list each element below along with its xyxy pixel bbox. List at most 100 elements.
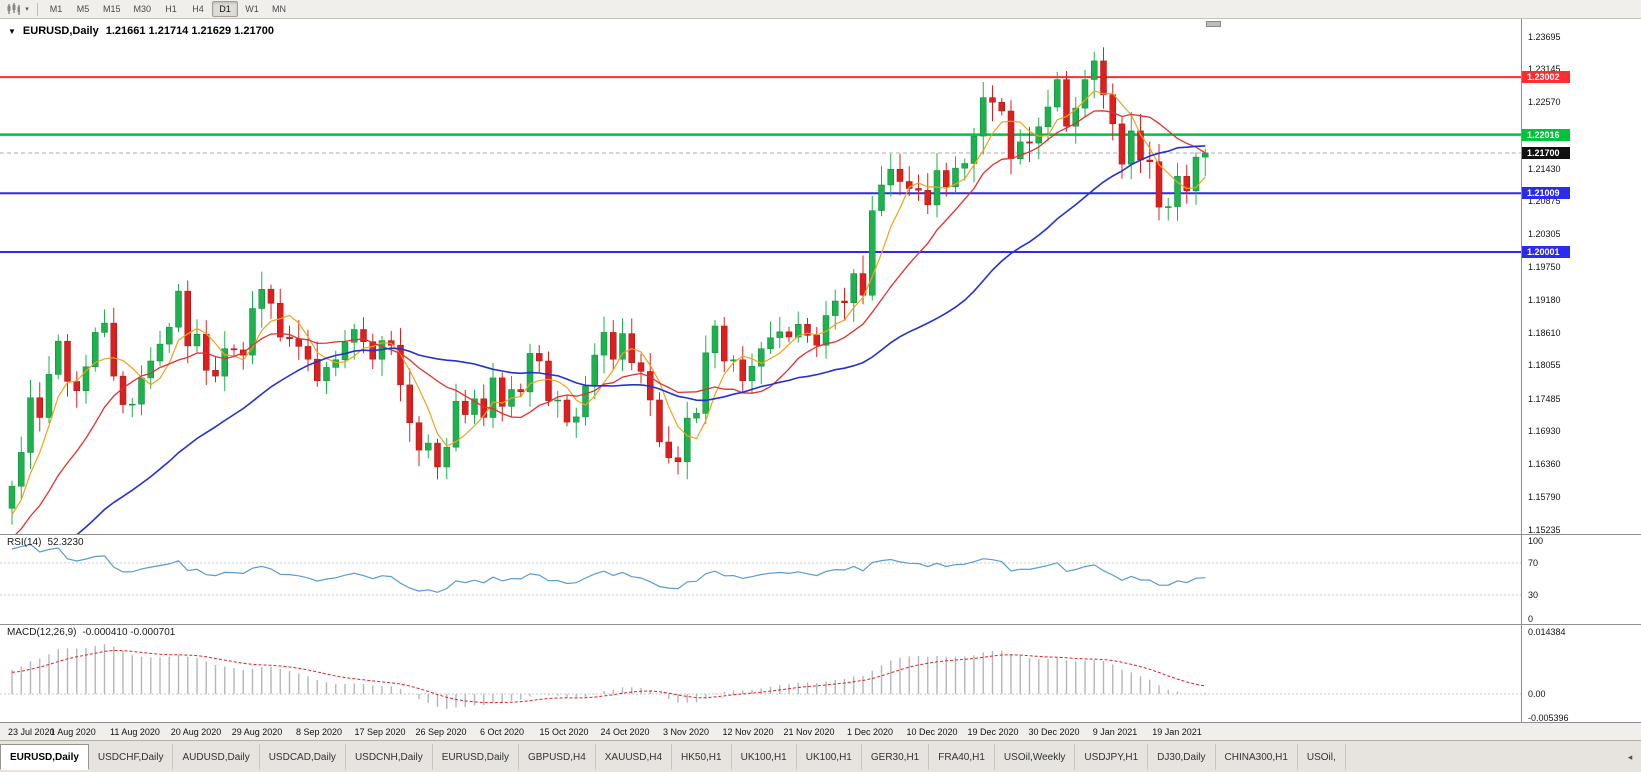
timeframe-button-m5[interactable]: M5 — [76, 4, 90, 14]
time-axis-label: 21 Nov 2020 — [783, 727, 835, 737]
timeframe-button-h1[interactable]: H1 — [165, 4, 177, 14]
timeframe-button-d1[interactable]: D1 — [212, 1, 239, 17]
chart-shift-marker[interactable] — [1206, 21, 1221, 27]
time-axis-label: 1 Aug 2020 — [50, 727, 96, 737]
time-axis-label: 24 Oct 2020 — [600, 727, 650, 737]
time-axis-label: 15 Oct 2020 — [539, 727, 589, 737]
symbol-dropdown-icon[interactable]: ▼ — [8, 26, 16, 36]
price-axis[interactable]: 1.23695 1.23145 1.22570 1.21430 1.20875 1.203… — [1521, 0, 1641, 740]
time-axis-label: 19 Dec 2020 — [967, 727, 1019, 737]
price-axis-label: 1.21430 — [1528, 164, 1561, 174]
timeframe-buttons-group: M1 M5 M15 M30 H1 H4 D1 W1 MN — [43, 1, 292, 17]
rsi-label: RSI(14) 52.3230 — [7, 537, 84, 548]
price-axis-label: 1.23145 — [1528, 64, 1561, 74]
time-axis-label: 12 Nov 2020 — [722, 727, 774, 737]
chart-tab-usdchf-daily[interactable]: USDCHF,Daily — [89, 744, 174, 770]
rsi-axis-label: 30 — [1528, 590, 1539, 600]
macd-indicator-pane[interactable] — [0, 624, 1521, 722]
chart-tab-usdcad-daily[interactable]: USDCAD,Daily — [260, 744, 346, 770]
chart-tabs-bar: EURUSD,Daily USDCHF,Daily AUDUSD,Daily USDC… — [0, 740, 1641, 772]
time-axis-label: 19 Jan 2021 — [1152, 727, 1202, 737]
price-axis-label: 1.16930 — [1528, 426, 1561, 436]
chart-type-dropdown-icon[interactable]: ▾ — [25, 6, 29, 13]
chart-ohlc-values: 1.21661 1.21714 1.21629 1.21700 — [105, 25, 274, 37]
price-axis-label: 1.19750 — [1528, 262, 1561, 272]
timeframe-button-h4[interactable]: H4 — [192, 4, 204, 14]
rsi-line — [11, 543, 1206, 593]
main-candlestick-chart[interactable] — [0, 19, 1521, 534]
macd-signal-line — [11, 649, 1206, 704]
price-badge: 1.21009 — [1522, 187, 1570, 199]
chart-tab-dj30-daily[interactable]: DJ30,Daily — [1148, 744, 1216, 770]
price-axis-label: 1.19180 — [1528, 295, 1561, 305]
timeframe-button-m30[interactable]: M30 — [133, 4, 152, 14]
macd-label: MACD(12,26,9) -0.000410 -0.000701 — [7, 627, 175, 638]
moving-average-line-34 — [76, 145, 1206, 534]
tab-scroll-left-icon[interactable]: ◂ — [1627, 751, 1633, 762]
price-badge: 1.23002 — [1522, 71, 1570, 83]
chart-tab-xauusd-h4[interactable]: XAUUSD,H4 — [596, 744, 673, 770]
time-axis-label: 29 Aug 2020 — [231, 727, 283, 737]
time-axis-label: 30 Dec 2020 — [1028, 727, 1080, 737]
price-axis-label: 1.23695 — [1528, 32, 1561, 42]
chart-tab-usoil[interactable]: USOil, — [1298, 744, 1346, 770]
pane-separator[interactable] — [0, 624, 1641, 625]
price-axis-label: 1.18610 — [1528, 328, 1561, 338]
macd-axis-label: 0.00 — [1528, 689, 1546, 699]
candlestick-chart-icon[interactable] — [4, 2, 22, 17]
rsi-indicator-pane[interactable] — [0, 534, 1521, 624]
chart-tab-china300-h1[interactable]: CHINA300,H1 — [1216, 744, 1298, 770]
price-badge: 1.20001 — [1522, 246, 1570, 258]
price-axis-label: 1.16360 — [1528, 459, 1561, 469]
time-axis[interactable]: 23 Jul 2020 1 Aug 2020 11 Aug 2020 20 Aug 2… — [0, 722, 1641, 740]
time-axis-label: 11 Aug 2020 — [110, 727, 160, 737]
chart-tab-hk50-h1[interactable]: HK50,H1 — [672, 744, 732, 770]
timeframe-button-w1[interactable]: W1 — [245, 4, 259, 14]
time-axis-label: 26 Sep 2020 — [415, 727, 467, 737]
price-axis-label: 1.18055 — [1528, 360, 1561, 370]
macd-value: -0.000410 -0.000701 — [82, 627, 176, 638]
pane-separator[interactable] — [0, 534, 1641, 535]
time-axis-label: 1 Dec 2020 — [846, 727, 894, 737]
rsi-name: RSI(14) — [7, 537, 42, 548]
timeframe-button-m1[interactable]: M1 — [49, 4, 63, 14]
macd-histogram — [11, 644, 1206, 709]
timeframe-button-m15[interactable]: M15 — [103, 4, 121, 14]
price-axis-label: 1.20305 — [1528, 229, 1561, 239]
chart-tabs: EURUSD,Daily USDCHF,Daily AUDUSD,Daily USDC… — [0, 744, 1346, 770]
price-badge: 1.21700 — [1522, 147, 1570, 159]
chart-tab-usoil-weekly[interactable]: USOil,Weekly — [995, 744, 1076, 770]
chart-tab-ger30-h1[interactable]: GER30,H1 — [862, 744, 930, 770]
time-axis-label: 9 Jan 2021 — [1092, 727, 1138, 737]
rsi-axis-label: 0 — [1528, 614, 1534, 624]
rsi-axis-label: 100 — [1528, 536, 1544, 546]
chart-tab-eurusd-daily[interactable]: EURUSD,Daily — [433, 744, 519, 770]
candles — [8, 47, 1209, 525]
time-axis-label: 17 Sep 2020 — [354, 727, 406, 737]
macd-axis-label: 0.014384 — [1528, 627, 1566, 637]
chart-tab-uk100-h1[interactable]: UK100,H1 — [732, 744, 797, 770]
price-badge: 1.22016 — [1522, 129, 1570, 141]
price-axis-label: 1.15235 — [1528, 525, 1561, 535]
chart-tab-uk100-h1[interactable]: UK100,H1 — [797, 744, 862, 770]
price-axis-label: 1.22570 — [1528, 97, 1561, 107]
macd-name: MACD(12,26,9) — [7, 627, 77, 638]
chart-tab-audusd-daily[interactable]: AUDUSD,Daily — [173, 744, 260, 770]
price-axis-label: 1.15790 — [1528, 492, 1561, 502]
moving-average-line-13 — [15, 110, 1206, 534]
time-axis-label: 20 Aug 2020 — [170, 727, 222, 737]
timeframe-toolbar: ▾ M1 M5 M15 M30 H1 H4 D1 W1 MN — [0, 0, 1641, 19]
chart-tab-gbpusd-h4[interactable]: GBPUSD,H4 — [519, 744, 596, 770]
time-axis-label: 3 Nov 2020 — [662, 727, 710, 737]
chart-tab-fra40-h1[interactable]: FRA40,H1 — [929, 744, 995, 770]
time-axis-label: 6 Oct 2020 — [479, 727, 525, 737]
price-axis-label: 1.20875 — [1528, 196, 1561, 206]
chart-tab-usdcnh-daily[interactable]: USDCNH,Daily — [346, 744, 433, 770]
time-axis-label: 8 Sep 2020 — [295, 727, 343, 737]
rsi-value: 52.3230 — [47, 537, 84, 548]
timeframe-button-mn[interactable]: MN — [272, 4, 287, 14]
toolbar-separator — [37, 2, 38, 16]
chart-tab-eurusd-daily[interactable]: EURUSD,Daily — [0, 744, 89, 770]
chart-tab-usdjpy-h1[interactable]: USDJPY,H1 — [1075, 744, 1149, 770]
